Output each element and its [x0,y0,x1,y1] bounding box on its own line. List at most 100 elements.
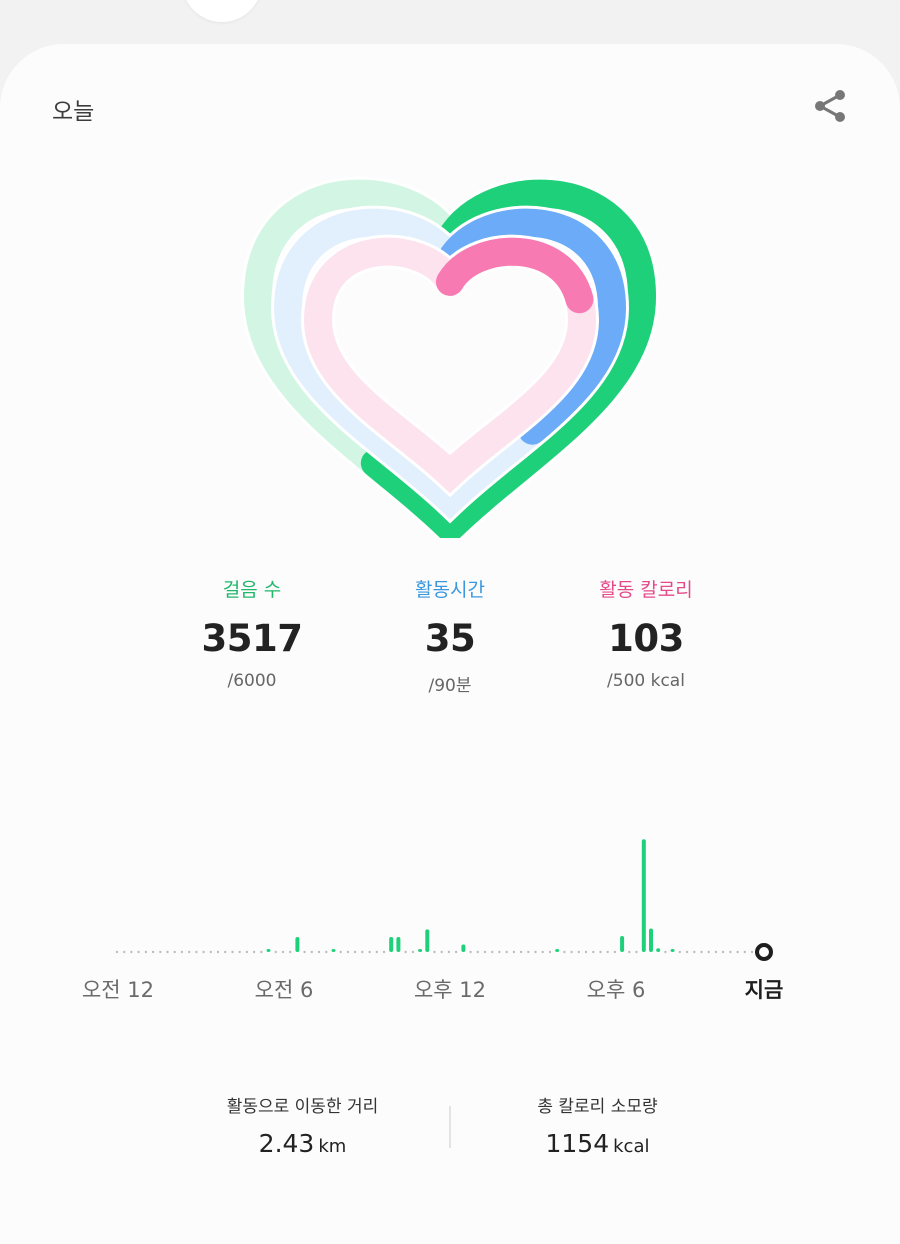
timeline-activity-bar [670,949,675,952]
ring-steps-progress [243,179,657,538]
timeline-activity-bar [555,949,560,952]
ring-steps [240,176,660,538]
time-label-6pm: 오후 6 [586,978,646,1002]
timeline-empty-dot [592,950,595,954]
timeline-empty-dot [469,950,472,954]
timeline-activity-bar [396,937,401,952]
total-calories-label: 총 칼로리 소모량 [537,1097,658,1117]
timeline-activity-bar [649,928,653,952]
timeline-empty-dot [317,950,321,954]
timeline-empty-dot [599,950,602,954]
timeline-empty-dot [721,950,725,954]
ring-calories [300,234,600,498]
timeline-activity-bar [425,929,430,952]
footer-divider [449,1106,451,1148]
timeline-empty-dot [541,950,544,954]
timeline-empty-dot [274,950,277,954]
timeline-empty-dot [498,950,501,954]
time-label-midnight: 오전 12 [81,978,155,1002]
time-label-now: 지금 [744,978,784,1002]
page-title: 오늘 [52,99,95,125]
distance-value: 2.43 [258,1129,315,1158]
timeline-empty-dot [231,950,234,954]
timeline-empty-dot [534,950,537,954]
activity-rings-heart [240,176,660,538]
distance-summary: 활동으로 이동한 거리 2.43 km [200,1092,405,1158]
distance-label: 활동으로 이동한 거리 [226,1097,379,1117]
timeline-empty-dot [447,950,451,954]
top-handle [182,0,262,22]
timeline-empty-dot [512,950,516,954]
timeline-activity-bar [656,948,661,952]
timeline-empty-dot [714,950,718,954]
timeline-empty-dot [166,950,169,954]
stat-active-time-goal: /90분 [428,676,472,696]
timeline-empty-dot [505,950,508,954]
timeline-empty-dot [245,950,249,954]
time-label-noon: 오후 12 [413,978,487,1002]
timeline-empty-dot [729,950,732,954]
timeline-empty-dot [202,950,205,954]
timeline-empty-dot [180,950,184,954]
timeline-empty-dot [736,950,739,954]
timeline-activity-bar [641,839,646,952]
stat-active-time[interactable]: 활동시간 35 /90분 [350,575,550,696]
stat-calories[interactable]: 활동 칼로리 103 /500 kcal [546,575,746,691]
timeline-empty-dot [491,950,494,954]
timeline-activity-bar [461,944,466,952]
timeline-empty-dot [303,950,306,954]
ring-active-time [270,205,630,524]
timeline-empty-dot [151,950,155,954]
now-marker-icon [755,943,773,961]
timeline-empty-dot [238,950,241,954]
total-calories-summary: 총 칼로리 소모량 1154 kcal [495,1092,700,1158]
timeline-activity-bar [266,949,271,952]
timeline-empty-dot [584,950,588,954]
timeline-empty-dot [454,950,458,954]
timeline-activity-bar [331,949,336,952]
stat-steps[interactable]: 걸음 수 3517 /6000 [152,575,352,691]
stat-active-time-value: 35 [424,617,476,660]
total-calories-value: 1154 [545,1129,610,1158]
timeline-empty-dot [635,950,638,954]
stat-calories-value: 103 [608,617,684,660]
timeline-empty-dot [527,950,530,954]
share-button[interactable] [808,84,852,128]
distance-unit: km [318,1136,347,1157]
timeline-empty-dot [209,950,212,954]
timeline-empty-dot [577,950,580,954]
timeline-empty-dot [339,950,342,954]
stat-calories-goal: /500 kcal [607,671,685,691]
timeline-empty-dot [382,950,386,954]
activity-timeline-chart [115,839,773,961]
timeline-empty-dot [563,950,566,954]
timeline-empty-dot [404,950,407,954]
timeline-empty-dot [188,950,191,954]
timeline-empty-dot [700,950,703,954]
stat-steps-value: 3517 [201,617,303,660]
ring-calories-progress [303,237,597,494]
timeline-empty-dot [440,950,443,954]
timeline-empty-dot [476,950,479,954]
timeline-empty-dot [548,950,552,954]
footer-summary: 활동으로 이동한 거리 2.43 km 총 칼로리 소모량 1154 kcal [0,1092,900,1172]
timeline-empty-dot [570,950,573,954]
timeline-empty-dot [281,950,285,954]
timeline-activity-bar [620,936,625,952]
timeline-empty-dot [707,950,710,954]
timeline-activity-bar [295,937,300,952]
timeline-empty-dot [115,950,119,954]
timeline-empty-dot [750,950,754,954]
timeline-empty-dot [123,950,126,954]
timeline-empty-dot [310,950,313,954]
share-icon [815,90,845,122]
timeline-empty-dot [216,950,220,954]
timeline-empty-dot [628,950,631,954]
timeline-empty-dot [325,950,328,954]
timeline-empty-dot [411,950,415,954]
stat-calories-label: 활동 칼로리 [599,579,693,601]
total-calories-unit: kcal [613,1136,650,1157]
timeline-empty-dot [678,950,681,954]
timeline-empty-dot [195,950,198,954]
ring-active-time-progress [273,208,627,520]
